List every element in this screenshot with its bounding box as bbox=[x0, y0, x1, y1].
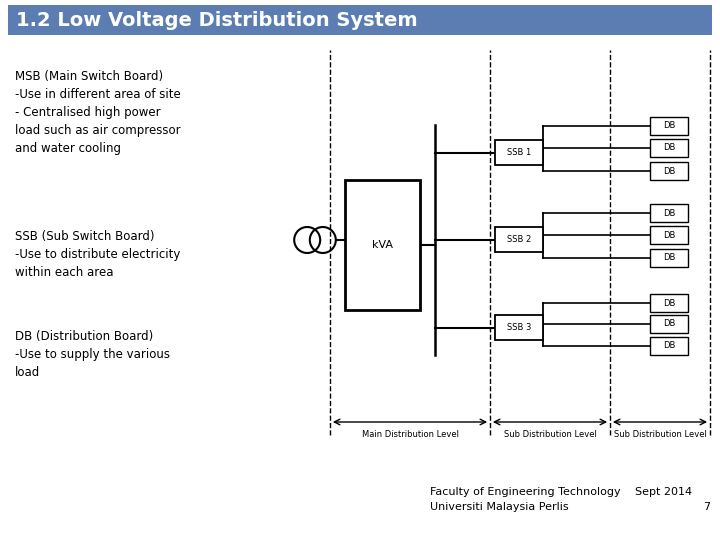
Bar bbox=[650, 249, 688, 267]
Text: DB: DB bbox=[663, 320, 675, 328]
Text: DB: DB bbox=[663, 144, 675, 152]
Text: MSB (Main Switch Board)
-Use in different area of site
- Centralised high power
: MSB (Main Switch Board) -Use in differen… bbox=[15, 70, 181, 155]
Bar bbox=[650, 337, 688, 355]
Bar bbox=[650, 315, 688, 333]
Text: SSB 2: SSB 2 bbox=[507, 235, 531, 244]
Text: Sub Distribution Level: Sub Distribution Level bbox=[503, 430, 596, 439]
Bar bbox=[345, 180, 420, 310]
Text: 7: 7 bbox=[703, 502, 710, 512]
Text: DB: DB bbox=[663, 122, 675, 131]
Text: SSB 3: SSB 3 bbox=[507, 323, 531, 332]
Text: DB: DB bbox=[663, 231, 675, 240]
Text: DB: DB bbox=[663, 341, 675, 350]
Text: DB: DB bbox=[663, 166, 675, 176]
Text: Sub Distribution Level: Sub Distribution Level bbox=[613, 430, 706, 439]
Text: 1.2 Low Voltage Distribution System: 1.2 Low Voltage Distribution System bbox=[16, 10, 418, 30]
Bar bbox=[650, 117, 688, 135]
Text: Universiti Malaysia Perlis: Universiti Malaysia Perlis bbox=[430, 502, 569, 512]
Text: DB: DB bbox=[663, 299, 675, 307]
Text: DB: DB bbox=[663, 208, 675, 218]
Bar bbox=[495, 315, 543, 340]
Bar bbox=[495, 140, 543, 165]
Text: Sept 2014: Sept 2014 bbox=[635, 487, 692, 497]
Bar bbox=[650, 294, 688, 312]
Text: kVA: kVA bbox=[372, 240, 393, 250]
Text: DB: DB bbox=[663, 253, 675, 262]
Text: SSB 1: SSB 1 bbox=[507, 148, 531, 157]
Text: Faculty of Engineering Technology: Faculty of Engineering Technology bbox=[430, 487, 621, 497]
Text: SSB (Sub Switch Board)
-Use to distribute electricity
within each area: SSB (Sub Switch Board) -Use to distribut… bbox=[15, 230, 181, 279]
Bar bbox=[8, 5, 712, 35]
Bar bbox=[650, 226, 688, 244]
Text: Main Distribution Level: Main Distribution Level bbox=[361, 430, 459, 439]
Bar bbox=[650, 204, 688, 222]
Bar bbox=[495, 227, 543, 252]
Bar bbox=[650, 139, 688, 157]
Text: DB (Distribution Board)
-Use to supply the various
load: DB (Distribution Board) -Use to supply t… bbox=[15, 330, 170, 379]
Bar bbox=[650, 162, 688, 180]
